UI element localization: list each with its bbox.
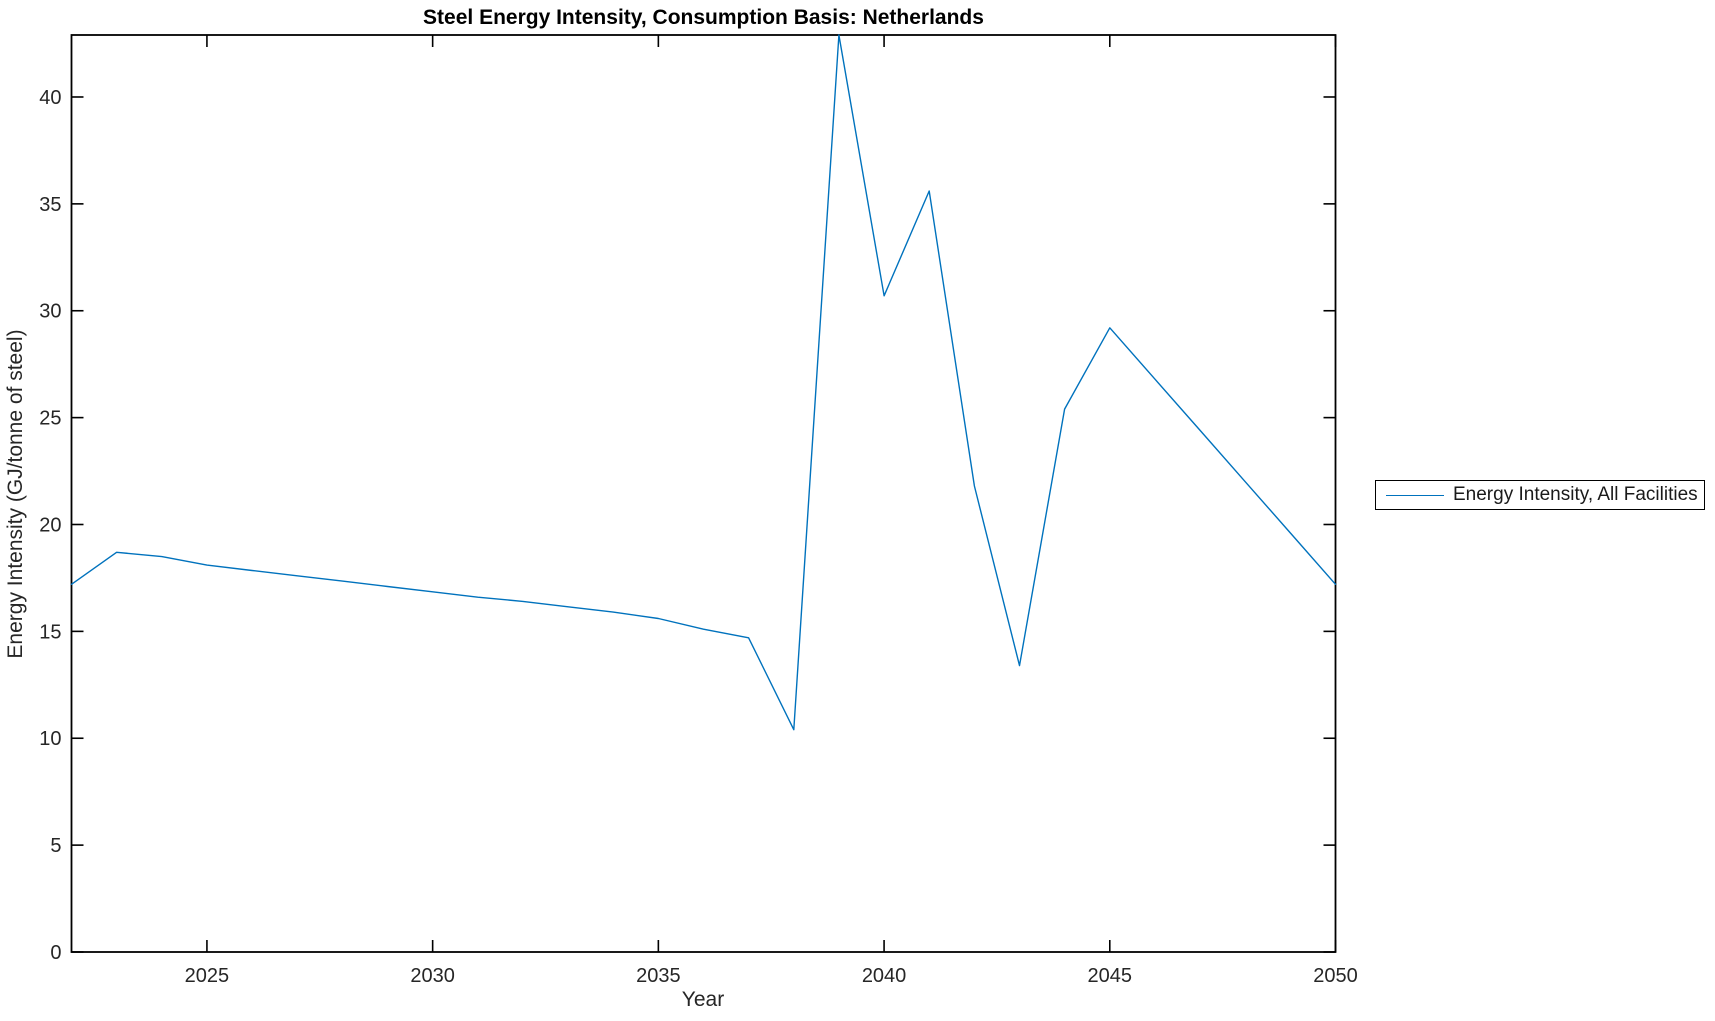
y-tick-label: 10 — [39, 728, 61, 750]
chart-title: Steel Energy Intensity, Consumption Basi… — [423, 6, 984, 29]
y-tick-label: 15 — [39, 621, 61, 643]
axes-box — [70, 34, 1337, 953]
x-tick-label: 2025 — [185, 965, 230, 987]
x-axis-label: Year — [681, 988, 725, 1011]
y-tick-label: 25 — [39, 408, 61, 430]
legend-line-sample — [1386, 494, 1444, 496]
y-tick-label: 35 — [39, 194, 61, 216]
x-tick-label: 2050 — [1313, 965, 1358, 987]
x-tick-label: 2040 — [862, 965, 907, 987]
legend-label: Energy Intensity, All Facilities — [1453, 484, 1698, 505]
x-tick-label: 2045 — [1088, 965, 1133, 987]
series-line-energy-intensity — [70, 34, 1337, 731]
y-tick-label: 40 — [39, 87, 61, 109]
x-tick-label: 2030 — [410, 965, 455, 987]
y-tick-label: 0 — [50, 942, 61, 964]
x-tick-label: 2035 — [636, 965, 681, 987]
y-tick-label: 30 — [39, 301, 61, 323]
y-tick-label: 5 — [50, 835, 61, 857]
y-tick-label: 20 — [39, 514, 61, 536]
legend: Energy Intensity, All Facilities — [1375, 480, 1705, 510]
